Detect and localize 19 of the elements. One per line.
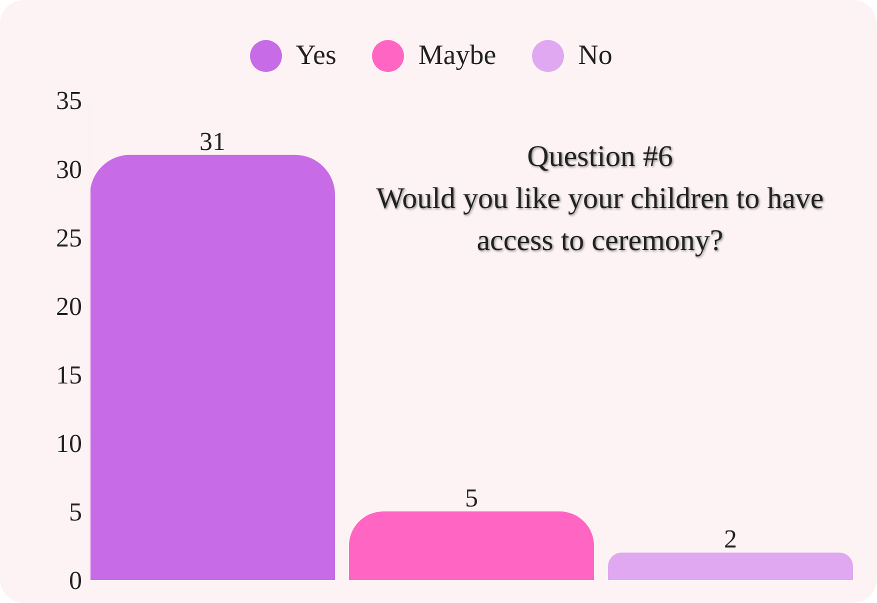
y-tick-label: 15 [56,360,82,390]
y-tick-label: 25 [56,223,82,252]
data-label: 2 [724,524,737,554]
data-label: 5 [465,483,478,512]
legend-label: Maybe [418,40,496,72]
y-tick-label: 5 [69,498,82,527]
bar [349,511,594,580]
text: Question #6 [526,139,674,175]
legend-label: Yes [296,40,336,72]
bar [90,154,335,580]
y-tick-label: 30 [56,154,82,184]
legend-label: No [578,40,612,72]
y-tick-label: 0 [69,566,82,596]
bar [608,552,853,580]
data-label: 31 [200,126,226,156]
y-tick-label: 35 [56,86,82,116]
y-tick-label: 20 [56,292,82,321]
y-tick-label: 10 [56,429,82,458]
text: Would you like your children to have access to ceremony? [375,181,825,259]
